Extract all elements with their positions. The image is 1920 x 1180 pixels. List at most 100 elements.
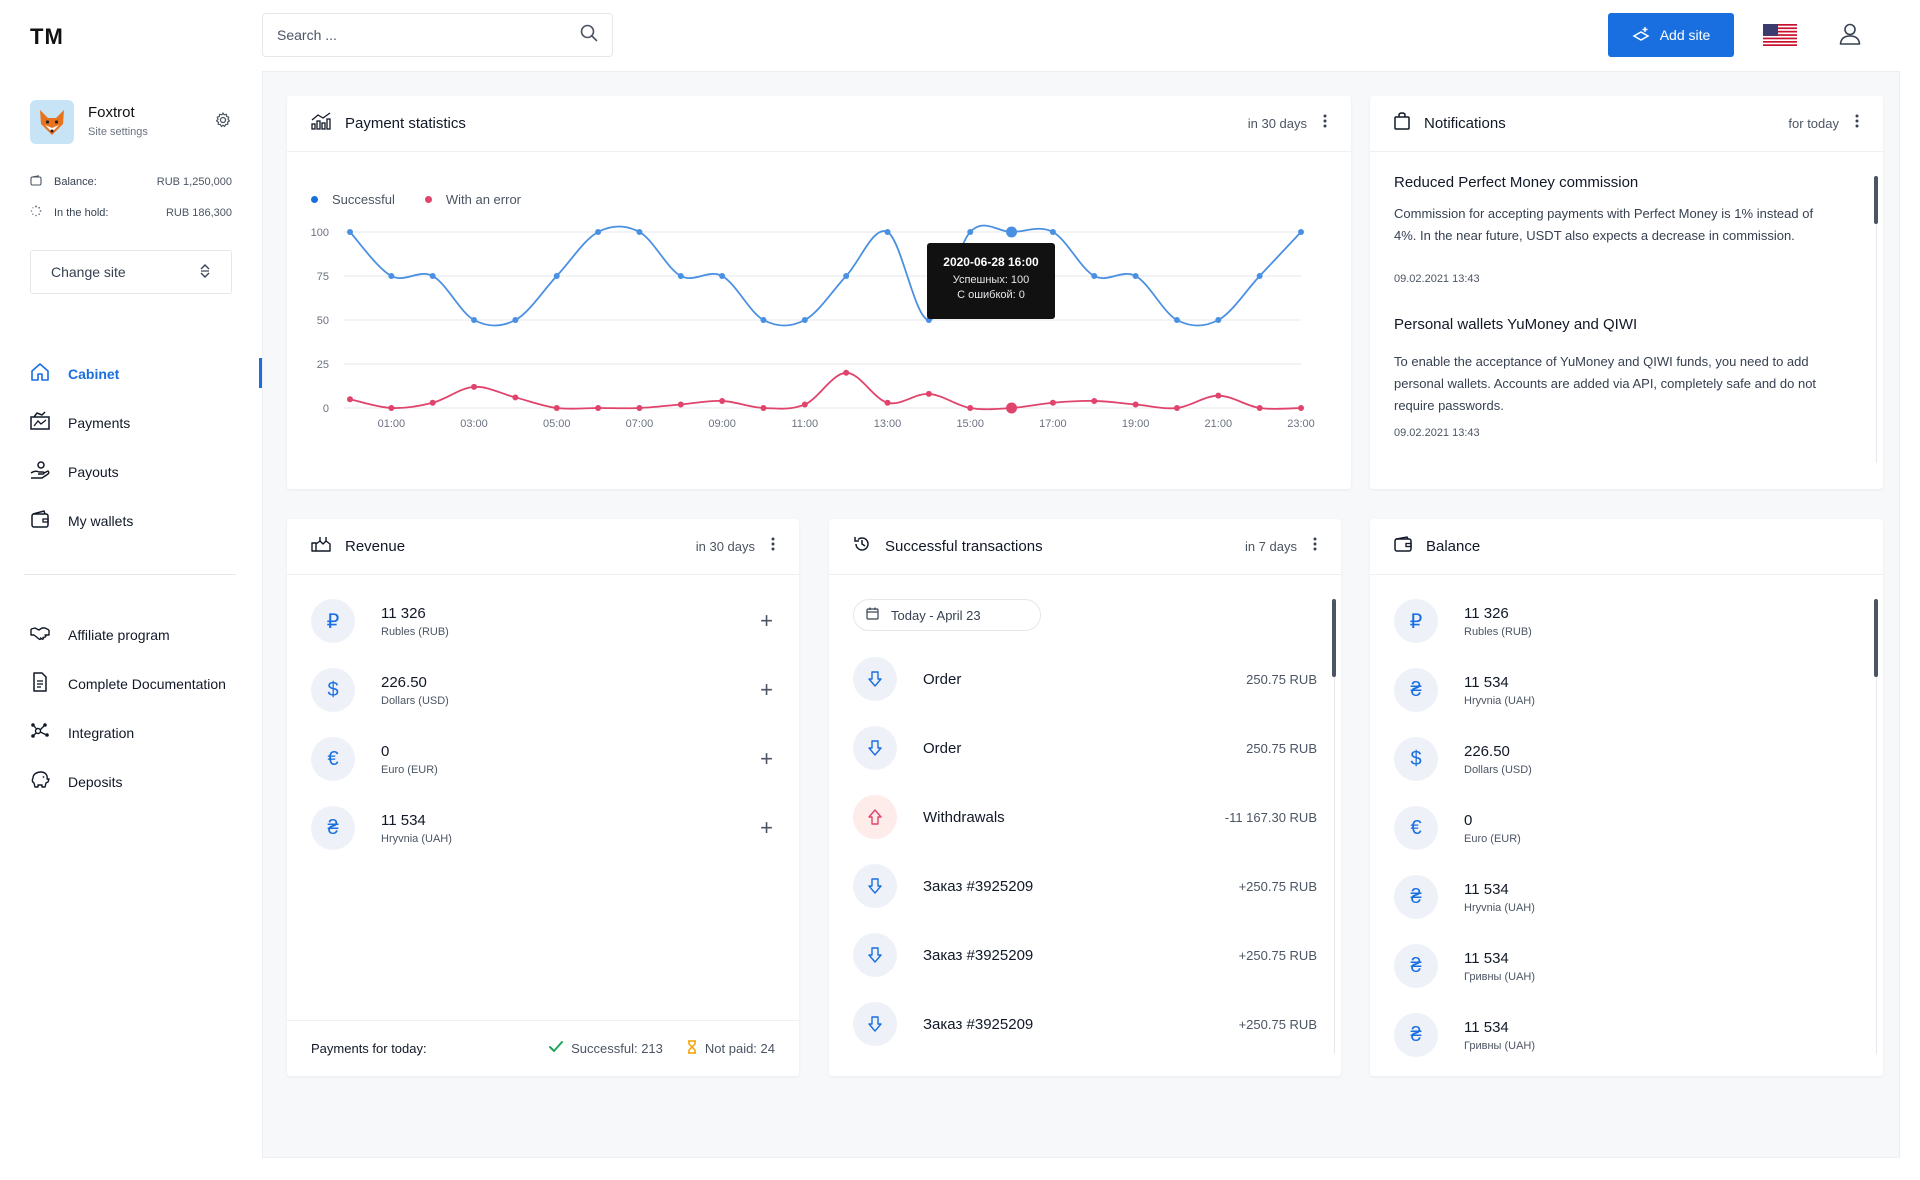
- transaction-row[interactable]: Заказ #3925209 +250.75 RUB: [853, 933, 1317, 977]
- scrollbar-thumb[interactable]: [1332, 599, 1336, 677]
- transaction-row[interactable]: Withdrawals -11 167.30 RUB: [853, 795, 1317, 839]
- hryvnia-icon: ₴: [311, 806, 355, 850]
- x-tick-label: 23:00: [1287, 418, 1315, 430]
- currency-name: Euro (EUR): [381, 763, 438, 776]
- currency-amount: 11 534: [1464, 1018, 1509, 1036]
- hold-label: In the hold:: [54, 206, 109, 219]
- nav-item-complete-documentation[interactable]: Complete Documentation: [30, 672, 226, 695]
- plus-icon[interactable]: +: [760, 746, 773, 771]
- logo[interactable]: TM: [30, 24, 64, 49]
- search-icon[interactable]: [580, 24, 598, 47]
- nav-label: Deposits: [68, 773, 123, 790]
- transaction-label: Заказ #3925209: [923, 946, 1034, 964]
- nav-label: Integration: [68, 724, 135, 741]
- date-filter[interactable]: Today - April 23: [853, 599, 1041, 631]
- point-successful: [1091, 273, 1098, 279]
- currency-name: Dollars (USD): [1464, 763, 1532, 776]
- card-header: Balance: [1370, 519, 1883, 575]
- series-line-successful: [349, 224, 1302, 327]
- change-site-select[interactable]: Change site: [30, 250, 232, 294]
- us-flag-icon[interactable]: [1763, 24, 1797, 46]
- kebab-menu-icon[interactable]: [1313, 537, 1317, 556]
- search-input[interactable]: [277, 27, 580, 43]
- currency-name: Dollars (USD): [381, 694, 449, 707]
- up-down-chevron-icon: [199, 263, 211, 282]
- balance-row-usd: $ 226.50 Dollars (USD): [1394, 737, 1856, 781]
- gear-icon[interactable]: [215, 112, 231, 133]
- point-successful: [471, 317, 478, 323]
- notification-item[interactable]: Personal wallets YuMoney and QIWI To ena…: [1394, 316, 1866, 439]
- arrow-down-icon: [853, 657, 897, 701]
- period-selector[interactable]: in 7 days: [1244, 539, 1297, 554]
- add-site-button[interactable]: Add site: [1608, 13, 1734, 57]
- point-successful: [347, 229, 353, 235]
- site-settings-link[interactable]: Site settings: [88, 126, 148, 138]
- payment-statistics-chart[interactable]: 0 25 50 75 100 01:00 03:00 05:00 07:00 09:00 11:00…: [287, 96, 1351, 489]
- period-selector[interactable]: in 30 days: [1247, 116, 1307, 131]
- kebab-menu-icon[interactable]: [771, 537, 775, 556]
- scrollbar-thumb[interactable]: [1874, 176, 1878, 224]
- card-title: Successful transactions: [885, 538, 1043, 555]
- avatar[interactable]: [30, 100, 74, 144]
- point-successful: [967, 229, 974, 235]
- point-successful: [1049, 229, 1056, 235]
- site-name: Foxtrot: [88, 104, 135, 121]
- y-tick-label: 50: [317, 315, 329, 327]
- period-selector[interactable]: in 30 days: [695, 539, 755, 554]
- transaction-label: Withdrawals: [923, 808, 1005, 826]
- kebab-menu-icon[interactable]: [1323, 114, 1327, 133]
- nav-item-deposits[interactable]: Deposits: [30, 770, 122, 793]
- point-successful: [843, 273, 850, 279]
- scrollbar-track: [1876, 176, 1877, 463]
- legend-dot: [424, 196, 432, 204]
- tooltip-error: С ошибкой: 0: [957, 289, 1025, 301]
- currency-amount: 226.50: [381, 673, 427, 691]
- notification-text: Commission for accepting payments with P…: [1394, 206, 1814, 221]
- plus-icon[interactable]: +: [760, 608, 773, 633]
- nav-label: Complete Documentation: [68, 675, 226, 692]
- transaction-row[interactable]: Заказ #3925209 +250.75 RUB: [853, 864, 1317, 908]
- notification-item[interactable]: Reduced Perfect Money commission Commiss…: [1394, 174, 1866, 285]
- nav-item-integration[interactable]: Integration: [30, 721, 134, 744]
- nav-item-payments[interactable]: Payments: [30, 411, 130, 434]
- y-tick-label: 75: [317, 271, 329, 283]
- scrollbar-thumb[interactable]: [1874, 599, 1878, 677]
- legend-label: Successful: [332, 192, 395, 207]
- point-error: [512, 394, 519, 401]
- hold-row: In the hold: RUB 186,300: [30, 205, 232, 220]
- chart-tooltip: 2020-06-28 16:00 Успешных: 100 С ошибкой…: [927, 243, 1055, 319]
- document-icon: [30, 672, 50, 695]
- nav-label: Cabinet: [68, 365, 120, 382]
- plus-icon[interactable]: +: [760, 677, 773, 702]
- notification-date: 09.02.2021 13:43: [1394, 427, 1480, 439]
- nav-item-payouts[interactable]: Payouts: [30, 460, 119, 483]
- deposits-icon: [30, 770, 50, 793]
- nav-item-cabinet[interactable]: Cabinet: [30, 362, 119, 385]
- plus-icon[interactable]: +: [760, 815, 773, 840]
- tooltip-success: Успешных: 100: [952, 274, 1030, 286]
- point-error: [553, 405, 560, 411]
- search-box[interactable]: [262, 13, 613, 57]
- currency-name: Hryvnia (UAH): [1464, 694, 1535, 707]
- point-error: [595, 405, 602, 411]
- ruble-icon: ₽: [311, 599, 355, 643]
- legend-item-error[interactable]: With an error: [424, 192, 521, 207]
- legend-item-successful[interactable]: Successful: [311, 192, 395, 207]
- arrow-up-icon: [853, 795, 897, 839]
- point-error: [429, 399, 436, 406]
- nav-item-my-wallets[interactable]: My wallets: [30, 509, 133, 532]
- period-selector[interactable]: for today: [1788, 116, 1839, 131]
- series-line-error: [349, 371, 1302, 411]
- x-tick-label: 01:00: [378, 418, 406, 430]
- transaction-row[interactable]: Заказ #3925209 +250.75 RUB: [853, 1002, 1317, 1046]
- nav-item-affiliate-program[interactable]: Affiliate program: [30, 623, 170, 646]
- point-successful: [429, 273, 436, 279]
- main-content: Payment statistics in 30 days Successful…: [262, 71, 1900, 1158]
- transaction-row[interactable]: Order 250.75 RUB: [853, 726, 1317, 770]
- point-successful: [719, 273, 726, 279]
- revenue-row-rub: ₽ 11 326 Rubles (RUB) +: [311, 599, 773, 643]
- kebab-menu-icon[interactable]: [1855, 114, 1859, 133]
- transaction-row[interactable]: Order 250.75 RUB: [853, 657, 1317, 701]
- point-error: [471, 383, 478, 390]
- user-profile-icon[interactable]: [1838, 22, 1862, 51]
